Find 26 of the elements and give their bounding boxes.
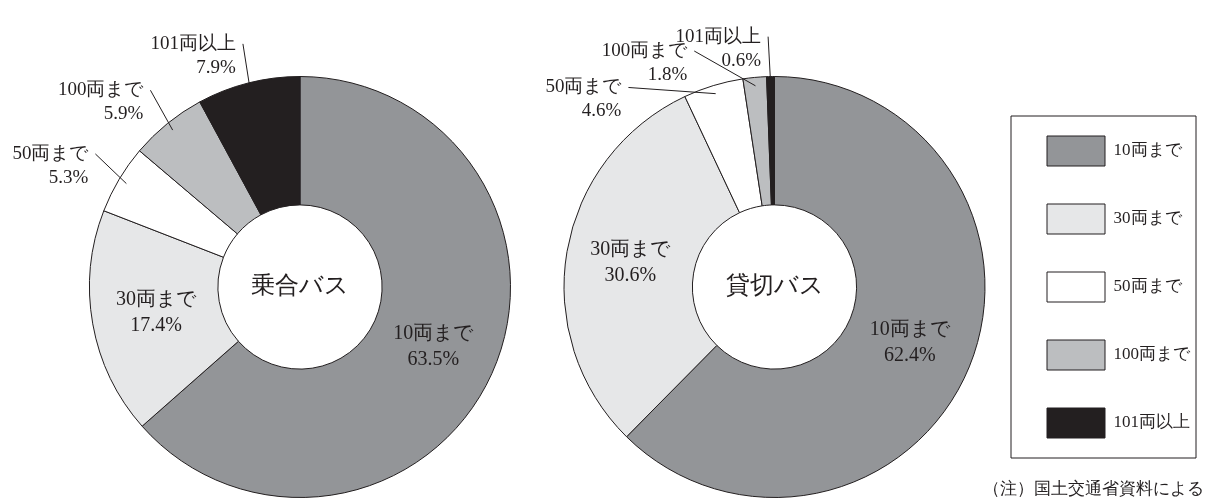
data-label: 4.6% bbox=[581, 99, 622, 121]
data-label: 5.9% bbox=[103, 102, 144, 124]
data-label: 5.3% bbox=[48, 165, 89, 187]
slice-label: 30両まで bbox=[590, 236, 672, 259]
data-label: 62.4% bbox=[884, 342, 936, 365]
legend-label: 50両まで bbox=[1113, 276, 1183, 296]
legend-label: 100両まで bbox=[1113, 344, 1191, 364]
data-label: 63.5% bbox=[407, 347, 460, 370]
slice-label: 30両まで bbox=[115, 286, 197, 309]
slice-label: 10両まで bbox=[393, 321, 475, 344]
legend-label: 101両以上 bbox=[1113, 412, 1190, 432]
legend-label: 10両まで bbox=[1113, 140, 1183, 160]
slice-label: 100両まで bbox=[57, 78, 145, 100]
text: 乗合バス bbox=[251, 272, 349, 299]
data-label: 0.6% bbox=[721, 48, 762, 70]
data-label: 30.6% bbox=[604, 262, 657, 285]
slice-label: 10両まで bbox=[869, 316, 951, 339]
legend-label: 30両まで bbox=[1113, 208, 1183, 228]
data-label: 1.8% bbox=[647, 62, 688, 84]
text: （注）国土交通省資料による bbox=[983, 479, 1204, 498]
data-label: 17.4% bbox=[130, 312, 182, 335]
slice-label: 50両まで bbox=[12, 141, 90, 163]
slice-label: 101両以上 bbox=[150, 31, 236, 53]
slice-label: 50両まで bbox=[545, 75, 623, 97]
text: 貸切バス bbox=[725, 272, 824, 299]
data-label: 7.9% bbox=[196, 55, 237, 77]
